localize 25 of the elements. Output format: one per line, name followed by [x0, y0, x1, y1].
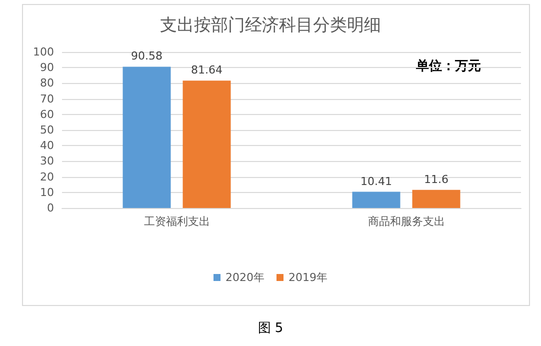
y-tick-label: 40 — [40, 139, 54, 152]
bar — [412, 190, 460, 208]
data-label: 10.41 — [360, 174, 392, 188]
x-tick-label: 工资福利支出 — [144, 215, 210, 228]
y-tick-label: 80 — [40, 76, 54, 90]
y-tick-label: 30 — [40, 154, 54, 168]
legend-label: 2019年 — [288, 271, 328, 284]
bar — [352, 192, 400, 208]
y-tick-label: 0 — [47, 202, 54, 214]
legend-label: 2020年 — [226, 271, 265, 284]
data-label: 81.64 — [191, 64, 222, 77]
y-tick-label: 20 — [40, 170, 54, 184]
caption: 图 5 — [258, 321, 284, 336]
y-tick-label: 10 — [40, 186, 54, 199]
y-tick-label: 60 — [40, 108, 54, 121]
y-tick-label: 90 — [40, 61, 54, 74]
bar — [122, 66, 171, 208]
chart-title: 支出按部门经济科目分类明细 — [160, 16, 381, 36]
y-tick-label: 50 — [40, 124, 54, 136]
data-label: 11.6 — [424, 172, 448, 186]
x-tick-label: 商品和服务支出 — [368, 215, 445, 228]
bar — [182, 80, 231, 208]
data-label: 90.58 — [131, 50, 162, 63]
y-tick-label: 70 — [40, 92, 54, 106]
y-tick-label: 100 — [33, 46, 54, 58]
